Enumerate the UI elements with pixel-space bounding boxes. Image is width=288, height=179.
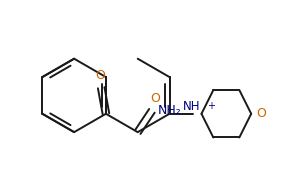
Text: NH: NH (183, 100, 200, 113)
Text: O: O (95, 69, 105, 82)
Text: NH₂: NH₂ (158, 104, 181, 117)
Text: O: O (151, 92, 160, 105)
Text: O: O (256, 107, 266, 120)
Text: +: + (207, 101, 215, 111)
